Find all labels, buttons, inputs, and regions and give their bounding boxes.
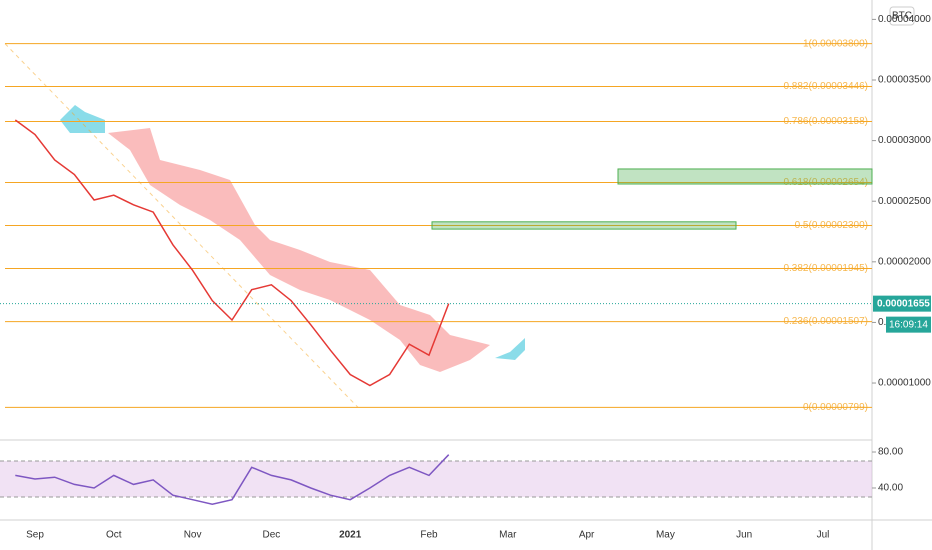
ichimoku-cloud bbox=[108, 128, 490, 372]
y-tick-label: 0.00003500 bbox=[878, 75, 931, 86]
y-tick-label: 0.00004000 bbox=[878, 14, 931, 25]
rsi-band bbox=[0, 461, 872, 497]
ichimoku-cloud bbox=[495, 338, 525, 360]
symbol[interactable]: BTC bbox=[892, 11, 912, 22]
last-price-box bbox=[873, 295, 931, 312]
x-tick-label: Nov bbox=[184, 530, 202, 541]
x-tick-label: Jun bbox=[736, 530, 752, 541]
fib-label: 0.5(0.00002300) bbox=[795, 220, 868, 231]
fib-label: 1(0.00003800) bbox=[803, 38, 868, 49]
target-zone bbox=[617, 168, 873, 185]
symbol-badge[interactable] bbox=[889, 6, 915, 26]
last-price-label: 0.00001655 bbox=[877, 298, 930, 309]
price-line bbox=[14, 119, 450, 387]
x-tick-label: Apr bbox=[579, 530, 595, 541]
countdown-box bbox=[886, 316, 931, 333]
fib-label: 0.786(0.00003158) bbox=[783, 116, 868, 127]
rsi-tick-label: 80.00 bbox=[878, 447, 903, 458]
y-tick-label: 0.00003000 bbox=[878, 135, 931, 146]
x-tick-label: Feb bbox=[420, 530, 438, 541]
fib-label: 0.882(0.00003446) bbox=[783, 81, 868, 92]
x-tick-label: Jul bbox=[817, 530, 830, 541]
x-tick-label: 2021 bbox=[339, 530, 362, 541]
fib-label: 0(0.00000799) bbox=[803, 402, 868, 413]
target-zone bbox=[431, 221, 737, 230]
x-tick-label: Mar bbox=[499, 530, 517, 541]
y-tick-label: 0.00001000 bbox=[878, 378, 931, 389]
x-tick-label: Sep bbox=[26, 530, 44, 541]
ichimoku-cloud bbox=[60, 105, 105, 133]
fib-label: 0.236(0.00001507) bbox=[783, 316, 868, 327]
y-tick-label: 0.00002000 bbox=[878, 256, 931, 267]
fib-label: 0.382(0.00001945) bbox=[783, 263, 868, 274]
countdown: 16:09:14 bbox=[889, 319, 928, 330]
x-tick-label: May bbox=[656, 530, 675, 541]
fib-label: 0.618(0.00002654) bbox=[783, 177, 868, 188]
rsi-tick-label: 40.00 bbox=[878, 483, 903, 494]
x-tick-label: Dec bbox=[263, 530, 281, 541]
rsi-line bbox=[15, 454, 450, 505]
y-tick-label: 0.00002500 bbox=[878, 196, 931, 207]
x-tick-label: Oct bbox=[106, 530, 122, 541]
